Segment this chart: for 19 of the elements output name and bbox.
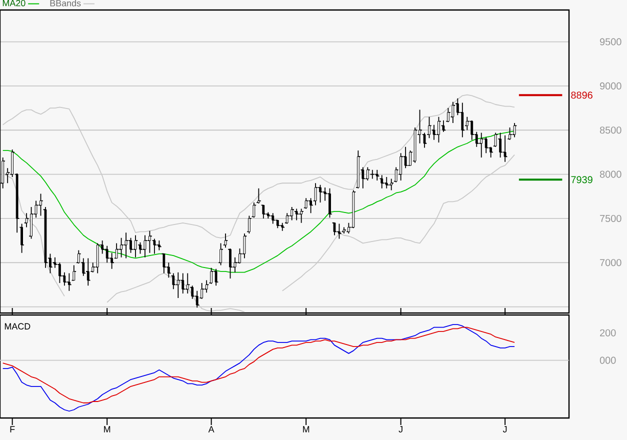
ref-line-label: 7939: [571, 176, 592, 184]
x-tick-label: A: [208, 426, 214, 432]
y-tick-label: 8000: [600, 170, 622, 178]
y-tick-label: 200: [600, 329, 616, 336]
x-tick-label: J: [502, 426, 507, 432]
x-tick-label: F: [10, 426, 15, 432]
y-tick-label: 7500: [600, 214, 622, 222]
text: MACD: [4, 323, 30, 330]
y-tick-label: 000: [600, 356, 616, 364]
legend-label: MA20: [2, 0, 26, 6]
x-tick-label: M: [303, 426, 310, 432]
y-tick-label: 9000: [600, 82, 622, 90]
ref-line-label: 8896: [571, 92, 592, 99]
y-tick-label: 9500: [600, 38, 622, 46]
y-tick-label: 8500: [600, 126, 622, 134]
x-tick-label: J: [398, 426, 402, 432]
x-tick-label: M: [104, 426, 110, 432]
y-tick-label: 7000: [600, 259, 622, 266]
legend-label: BBands: [50, 0, 81, 6]
